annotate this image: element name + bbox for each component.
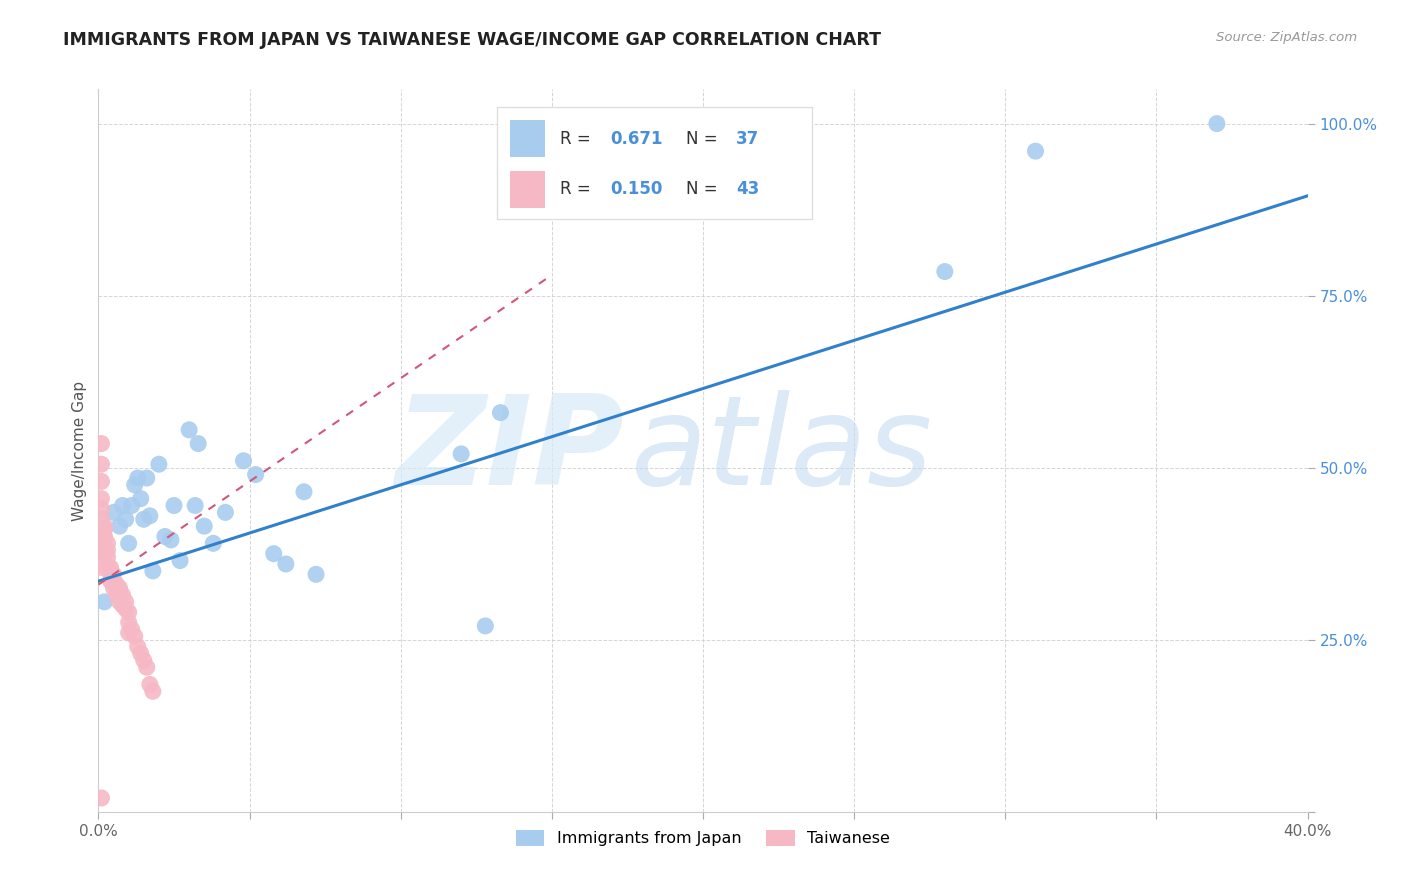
Point <box>184 499 207 513</box>
Point <box>474 619 496 633</box>
Point <box>245 467 267 482</box>
Point <box>93 595 115 609</box>
Point <box>232 454 254 468</box>
Y-axis label: Wage/Income Gap: Wage/Income Gap <box>72 380 87 521</box>
Point <box>90 512 112 526</box>
Point <box>111 588 134 602</box>
Point <box>93 547 115 561</box>
Point <box>100 567 122 582</box>
Point <box>108 519 131 533</box>
Point <box>127 640 149 654</box>
Point <box>135 471 157 485</box>
Point <box>124 629 146 643</box>
Point <box>100 560 122 574</box>
Point <box>105 577 128 591</box>
Point <box>96 536 118 550</box>
Point <box>142 684 165 698</box>
Point <box>489 406 512 420</box>
Point <box>214 505 236 519</box>
Point <box>90 502 112 516</box>
Point <box>108 595 131 609</box>
Point <box>90 436 112 450</box>
Point <box>93 540 115 554</box>
Point <box>111 499 134 513</box>
Point <box>132 512 155 526</box>
Point <box>129 647 152 661</box>
Point <box>132 653 155 667</box>
Point <box>96 560 118 574</box>
Point <box>450 447 472 461</box>
Point <box>114 601 136 615</box>
Point <box>96 543 118 558</box>
Point <box>103 574 125 589</box>
Point <box>139 677 162 691</box>
Point <box>100 574 122 589</box>
Point <box>305 567 328 582</box>
Point <box>142 564 165 578</box>
Point <box>135 660 157 674</box>
Point <box>118 615 141 630</box>
Point <box>127 471 149 485</box>
Point <box>163 499 186 513</box>
Text: atlas: atlas <box>630 390 932 511</box>
Point <box>90 791 112 805</box>
Point <box>292 484 315 499</box>
Point <box>121 499 143 513</box>
Point <box>93 519 115 533</box>
Point <box>179 423 201 437</box>
Point <box>118 536 141 550</box>
Point <box>90 475 112 489</box>
Legend: Immigrants from Japan, Taiwanese: Immigrants from Japan, Taiwanese <box>508 822 898 855</box>
Point <box>139 508 162 523</box>
Point <box>1206 117 1229 131</box>
Point <box>111 599 134 613</box>
Point <box>148 457 170 471</box>
Point <box>90 560 112 574</box>
Point <box>1024 144 1046 158</box>
Point <box>274 557 297 571</box>
Point <box>105 588 128 602</box>
Point <box>90 457 112 471</box>
Point <box>193 519 215 533</box>
Point <box>108 581 131 595</box>
Point <box>121 623 143 637</box>
Point <box>114 595 136 609</box>
Point <box>96 550 118 565</box>
Point <box>129 491 152 506</box>
Point <box>169 553 191 567</box>
Text: IMMIGRANTS FROM JAPAN VS TAIWANESE WAGE/INCOME GAP CORRELATION CHART: IMMIGRANTS FROM JAPAN VS TAIWANESE WAGE/… <box>63 31 882 49</box>
Point <box>263 547 285 561</box>
Point <box>153 529 176 543</box>
Point <box>103 567 125 582</box>
Point <box>118 625 141 640</box>
Point <box>202 536 225 550</box>
Point <box>90 529 112 543</box>
Point <box>93 529 115 543</box>
Point <box>93 523 115 537</box>
Point <box>934 264 956 278</box>
Point <box>103 581 125 595</box>
Text: ZIP: ZIP <box>395 390 624 511</box>
Point <box>124 478 146 492</box>
Point <box>160 533 183 547</box>
Point <box>118 605 141 619</box>
Point <box>90 491 112 506</box>
Point <box>114 512 136 526</box>
Point <box>103 505 125 519</box>
Point <box>187 436 209 450</box>
Text: Source: ZipAtlas.com: Source: ZipAtlas.com <box>1216 31 1357 45</box>
